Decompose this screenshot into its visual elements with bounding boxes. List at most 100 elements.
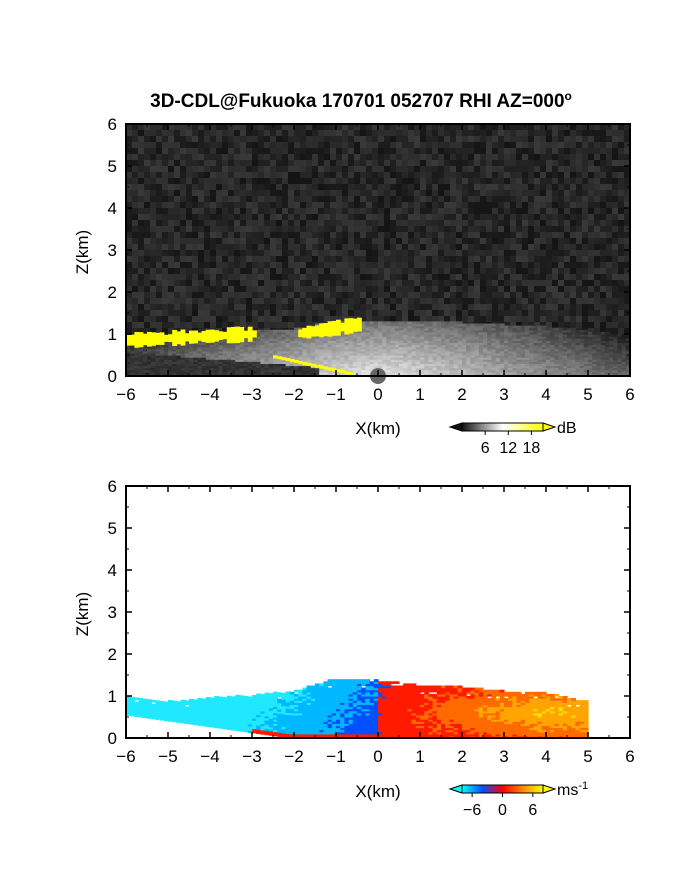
noise-cell xyxy=(606,310,612,316)
echo-cell xyxy=(214,359,219,362)
echo-cell xyxy=(373,329,379,333)
noise-cell xyxy=(252,232,258,238)
noise-cell xyxy=(456,220,462,226)
noise-cell xyxy=(348,286,354,292)
noise-cell xyxy=(354,184,360,190)
noise-cell xyxy=(150,238,156,244)
noise-cell xyxy=(282,124,288,130)
noise-cell xyxy=(330,310,336,316)
noise-cell xyxy=(168,280,174,286)
noise-cell xyxy=(540,148,546,154)
noise-cell xyxy=(174,190,180,196)
noise-cell xyxy=(552,160,558,166)
noise-cell xyxy=(162,316,168,322)
noise-cell xyxy=(252,268,258,274)
noise-cell xyxy=(252,280,258,286)
echo-cell xyxy=(247,367,253,371)
noise-cell xyxy=(174,208,180,214)
echo-cell xyxy=(130,348,135,352)
noise-cell xyxy=(336,298,342,304)
noise-cell xyxy=(174,292,180,298)
noise-cell xyxy=(528,280,534,286)
noise-cell xyxy=(258,268,264,274)
noise-cell xyxy=(462,274,468,280)
noise-cell xyxy=(594,304,600,310)
noise-cell xyxy=(156,124,162,130)
echo-cell xyxy=(352,365,358,369)
noise-cell xyxy=(288,280,294,286)
noise-cell xyxy=(264,136,270,142)
noise-cell xyxy=(312,160,318,166)
noise-cell xyxy=(252,166,258,172)
noise-cell xyxy=(384,220,390,226)
echo-cell xyxy=(386,336,392,339)
noise-cell xyxy=(396,262,402,268)
noise-cell xyxy=(168,292,174,298)
noise-cell xyxy=(618,292,624,298)
noise-cell xyxy=(240,190,246,196)
echo-cell xyxy=(226,352,232,356)
echo-cell xyxy=(323,336,329,339)
noise-cell xyxy=(162,262,168,268)
noise-cell xyxy=(366,136,372,142)
noise-cell xyxy=(294,136,300,142)
noise-cell xyxy=(492,160,498,166)
noise-cell xyxy=(276,322,282,328)
noise-cell xyxy=(156,130,162,136)
noise-cell xyxy=(444,256,450,262)
noise-cell xyxy=(396,160,402,166)
noise-cell xyxy=(420,262,426,268)
noise-cell xyxy=(192,148,198,154)
noise-cell xyxy=(294,184,300,190)
noise-cell xyxy=(264,232,270,238)
echo-cell xyxy=(277,367,282,371)
noise-cell xyxy=(204,238,210,244)
echo-cell xyxy=(184,359,190,362)
noise-cell xyxy=(504,190,510,196)
noise-cell xyxy=(252,286,258,292)
noise-cell xyxy=(330,226,336,232)
noise-cell xyxy=(396,316,402,322)
noise-cell xyxy=(528,220,534,226)
noise-cell xyxy=(294,244,300,250)
echo-cell xyxy=(126,369,131,373)
echo-cell xyxy=(260,338,266,341)
echo-cell xyxy=(201,369,207,373)
noise-cell xyxy=(366,244,372,250)
noise-cell xyxy=(300,148,306,154)
noise-cell xyxy=(162,214,168,220)
noise-cell xyxy=(516,154,522,160)
echo-cell xyxy=(331,350,337,354)
echo-cell xyxy=(184,355,190,358)
echo-cell xyxy=(336,359,341,362)
noise-cell xyxy=(582,148,588,154)
noise-cell xyxy=(150,208,156,214)
noise-cell xyxy=(480,304,486,310)
noise-cell xyxy=(330,190,336,196)
noise-cell xyxy=(522,316,528,322)
echo-cell xyxy=(126,350,131,354)
echo-cell xyxy=(361,336,366,339)
noise-cell xyxy=(522,256,528,262)
echo-cell xyxy=(348,340,354,343)
echo-cell xyxy=(394,359,400,362)
echo-cell xyxy=(340,355,345,358)
echo-cell xyxy=(239,346,245,350)
noise-cell xyxy=(138,130,144,136)
noise-cell xyxy=(234,286,240,292)
echo-cell xyxy=(138,365,144,369)
echo-cell xyxy=(214,367,219,371)
noise-cell xyxy=(498,172,504,178)
noise-cell xyxy=(468,304,474,310)
noise-cell xyxy=(474,190,480,196)
noise-cell xyxy=(396,268,402,274)
noise-cell xyxy=(462,250,468,256)
noise-cell xyxy=(168,226,174,232)
echo-cell xyxy=(247,350,253,354)
noise-cell xyxy=(246,310,252,316)
noise-cell xyxy=(480,208,486,214)
noise-cell xyxy=(258,160,264,166)
noise-cell xyxy=(510,280,516,286)
noise-cell xyxy=(426,316,432,322)
noise-cell xyxy=(156,220,162,226)
